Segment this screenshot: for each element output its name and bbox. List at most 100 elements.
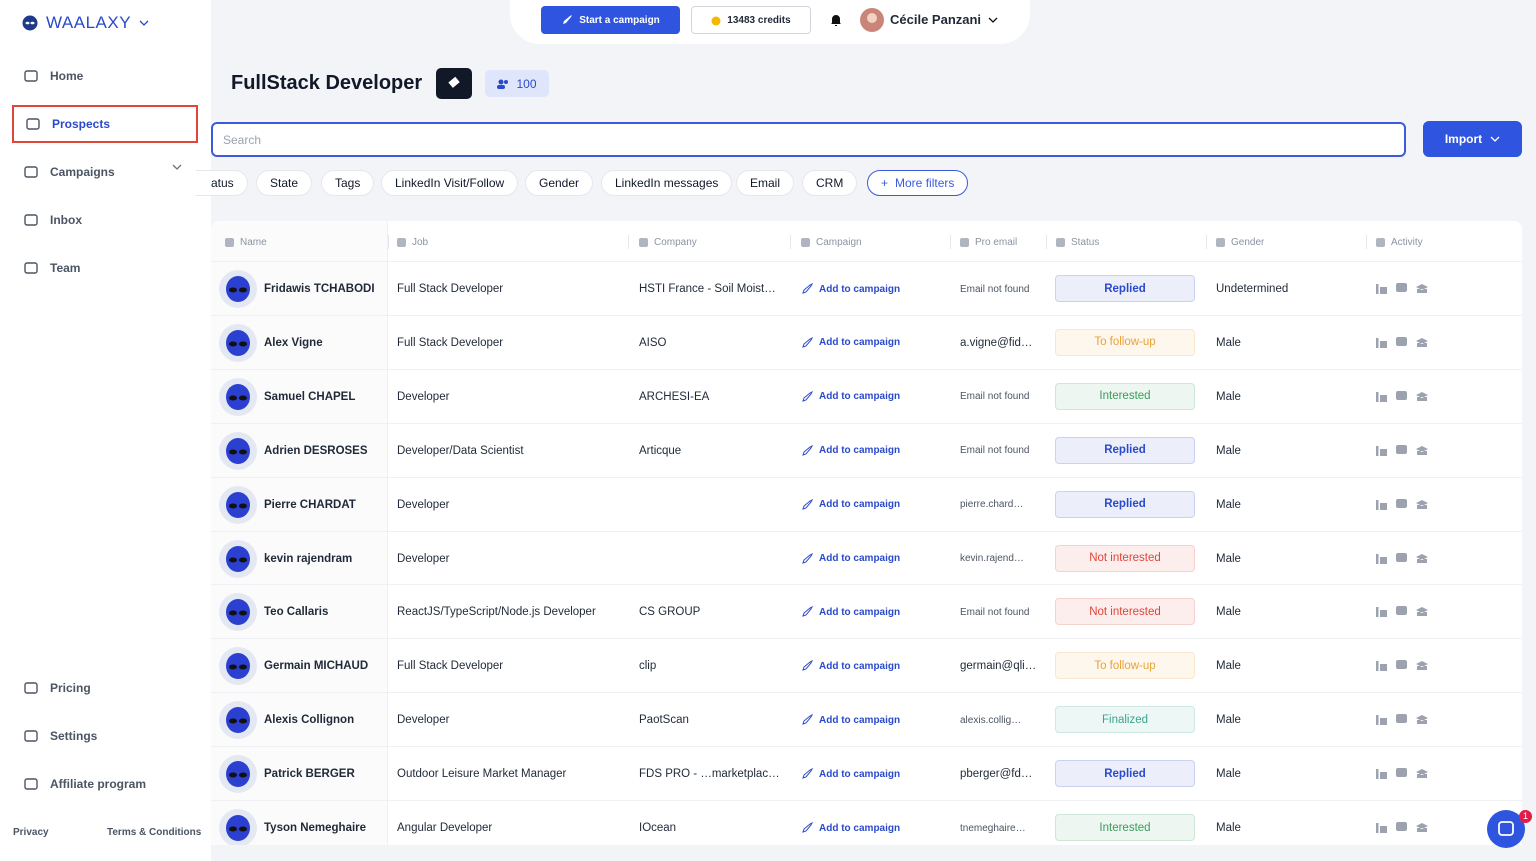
filter-chip[interactable]: Tags <box>321 170 375 196</box>
nav-item[interactable]: Affiliate program <box>12 765 198 803</box>
status-badge[interactable]: Not interested <box>1055 598 1195 626</box>
more-filters-button[interactable]: + More filters <box>867 170 969 196</box>
add-to-campaign[interactable]: Add to campaign <box>801 316 900 370</box>
add-to-campaign[interactable]: Add to campaign <box>801 262 900 316</box>
campaign-label: Add to campaign <box>819 553 901 564</box>
add-to-campaign[interactable]: Add to campaign <box>801 585 900 639</box>
company: clip <box>639 660 657 673</box>
gender: Male <box>1216 498 1241 511</box>
nav-item[interactable]: Campaigns <box>12 153 198 191</box>
avatar <box>219 755 257 794</box>
nav-item[interactable]: Pricing <box>12 669 198 707</box>
prospect-row[interactable]: Adrien DESROSES Developer/Data Scientist A… <box>211 422 1522 478</box>
filter-chip[interactable]: Gender <box>525 170 594 196</box>
nav-icon <box>24 70 38 82</box>
add-to-campaign[interactable]: Add to campaign <box>801 693 900 747</box>
alien-avatar <box>219 377 257 416</box>
add-to-campaign[interactable]: Add to campaign <box>801 370 900 424</box>
column-header[interactable]: Pro email <box>960 235 1017 249</box>
rocket-icon <box>802 552 813 564</box>
prospect-row[interactable]: Alex Vigne Full Stack Developer AISO Add to… <box>211 314 1522 370</box>
nav-item[interactable]: Home <box>12 57 198 95</box>
column-title: Gender <box>1231 236 1265 248</box>
alien-avatar <box>219 270 257 308</box>
filter-chip[interactable]: Email <box>736 170 795 196</box>
column-header[interactable]: Activity <box>1376 235 1423 249</box>
status-badge[interactable]: To follow-up <box>1055 652 1195 680</box>
gender: Male <box>1216 552 1241 565</box>
add-to-campaign[interactable]: Add to campaign <box>801 747 900 801</box>
people-icon <box>497 79 509 89</box>
footer-link[interactable]: Privacy <box>13 827 49 838</box>
column-divider <box>1366 235 1367 249</box>
erase-button[interactable] <box>436 68 472 99</box>
alien-avatar <box>219 593 257 632</box>
nav-item[interactable]: Team <box>12 249 198 287</box>
nav-label: Home <box>50 69 84 83</box>
column-title: Company <box>654 236 697 248</box>
status-badge[interactable]: Replied <box>1055 760 1195 788</box>
nav-icon <box>24 262 38 274</box>
status-badge[interactable]: To follow-up <box>1055 328 1195 356</box>
nav-icon <box>24 682 38 694</box>
add-to-campaign[interactable]: Add to campaign <box>801 639 900 693</box>
credits[interactable]: 13483 credits <box>691 6 811 34</box>
prospect-row[interactable]: Fridawis TCHABODI Full Stack Developer HST… <box>211 261 1522 315</box>
footer-link[interactable]: Terms & Conditions <box>107 827 202 838</box>
gender: Male <box>1216 336 1241 349</box>
column-header[interactable]: Company <box>639 235 697 249</box>
status-badge[interactable]: Replied <box>1055 436 1195 464</box>
search-input[interactable]: Search <box>211 122 1406 157</box>
job: Angular Developer <box>397 822 493 834</box>
prospect-count[interactable]: 100 <box>485 70 549 97</box>
prospect-row[interactable]: Tyson Nemeghaire Angular Developer IOcean A… <box>211 800 1522 845</box>
nav-item[interactable]: Inbox <box>12 201 198 239</box>
user-name[interactable]: Cécile Panzani <box>890 12 982 27</box>
add-to-campaign[interactable]: Add to campaign <box>801 478 900 532</box>
bell-icon[interactable] <box>829 13 843 27</box>
nav-item[interactable]: Prospects <box>12 105 198 143</box>
prospect-row[interactable]: Samuel CHAPEL Developer ARCHESI-EA Add to c… <box>211 368 1522 424</box>
column-header[interactable]: Status <box>1056 235 1099 249</box>
brand[interactable]: WAALAXY <box>22 13 149 33</box>
prospect-row[interactable]: Germain MICHAUD Full Stack Developer clip A… <box>211 638 1522 692</box>
add-to-campaign[interactable]: Add to campaign <box>801 532 900 586</box>
company <box>639 532 784 586</box>
column-divider <box>950 235 951 249</box>
filter-chip[interactable]: LinkedIn Visit/Follow <box>381 170 519 196</box>
nav-item[interactable]: Settings <box>12 717 198 755</box>
avatar <box>219 377 257 416</box>
filter-chip[interactable]: State <box>256 170 313 196</box>
import-button[interactable]: Import <box>1423 121 1522 157</box>
job: Developer <box>397 390 450 403</box>
start-campaign-button[interactable]: Start a campaign <box>541 6 680 34</box>
status-badge[interactable]: Interested <box>1055 814 1195 841</box>
prospect-row[interactable]: kevin rajendram Developer Add to campaign k… <box>211 530 1522 586</box>
filter-chip[interactable]: LinkedIn messages <box>601 170 733 196</box>
prospect-row[interactable]: Patrick BERGER Outdoor Leisure Market Man… <box>211 746 1522 800</box>
column-header[interactable]: Gender <box>1216 235 1264 249</box>
prospect-row[interactable]: Pierre CHARDAT Developer Add to campaign pi… <box>211 476 1522 532</box>
status-badge[interactable]: Finalized <box>1055 706 1195 734</box>
add-to-campaign[interactable]: Add to campaign <box>801 801 900 845</box>
chat-button[interactable] <box>1487 810 1525 848</box>
column-header[interactable]: Job <box>397 235 428 249</box>
alien-avatar <box>219 431 257 470</box>
status-badge[interactable]: Replied <box>1055 275 1195 302</box>
list-title: FullStack Developer <box>231 72 423 94</box>
column-header[interactable]: Campaign <box>801 235 862 249</box>
column-header[interactable]: Name <box>225 235 267 249</box>
activity-icon-set <box>1376 768 1428 780</box>
filter-chip[interactable]: CRM <box>802 170 858 196</box>
gender: Male <box>1216 606 1241 619</box>
activity-icons <box>1376 605 1428 624</box>
user-avatar[interactable] <box>860 8 884 32</box>
prospect-row[interactable]: Alexis Collignon Developer PaotScan Add to … <box>211 692 1522 746</box>
add-to-campaign[interactable]: Add to campaign <box>801 424 900 478</box>
status-badge[interactable]: Replied <box>1055 490 1195 518</box>
nav-icon <box>24 166 38 178</box>
status-badge[interactable]: Interested <box>1055 382 1195 410</box>
status-badge[interactable]: Not interested <box>1055 544 1195 572</box>
filter-chip[interactable]: atus <box>196 170 248 196</box>
prospect-row[interactable]: Teo Callaris ReactJS/TypeScript/Node.js D… <box>211 584 1522 638</box>
